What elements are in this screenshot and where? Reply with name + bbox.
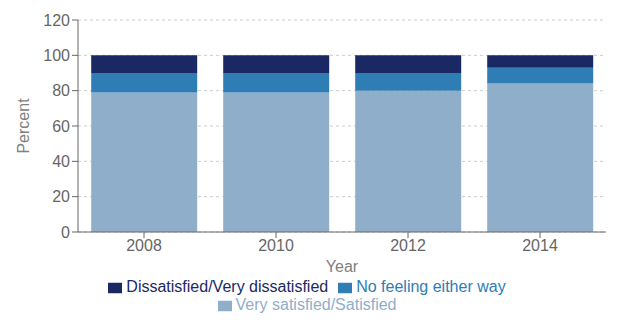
svg-text:2012: 2012 xyxy=(390,237,426,254)
html-text:Dissatisfied/Very dissatisfied: Dissatisfied/Very dissatisfied xyxy=(126,278,329,295)
svg-text:100: 100 xyxy=(43,47,70,64)
svg-text:2008: 2008 xyxy=(126,237,162,254)
html-text:No feeling either way: No feeling either way xyxy=(356,278,506,295)
svg-text:2010: 2010 xyxy=(258,237,294,254)
svg-text:Percent: Percent xyxy=(15,98,32,154)
svg-text:2014: 2014 xyxy=(522,237,558,254)
html-text:Very satisfied/Satisfied: Very satisfied/Satisfied xyxy=(235,296,397,313)
svg-text:0: 0 xyxy=(61,224,70,241)
svg-text:60: 60 xyxy=(52,118,70,135)
svg-text:120: 120 xyxy=(43,12,70,29)
svg-text:80: 80 xyxy=(52,82,70,99)
svg-text:20: 20 xyxy=(52,188,70,205)
svg-text:40: 40 xyxy=(52,153,70,170)
svg-text:Year: Year xyxy=(326,258,359,275)
